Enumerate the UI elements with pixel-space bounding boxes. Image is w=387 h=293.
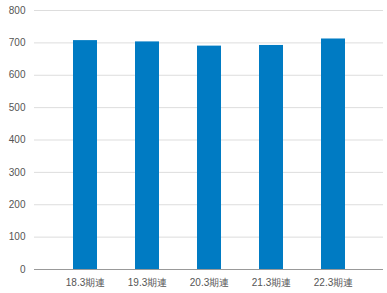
svg-text:20.3期連: 20.3期連 <box>190 277 229 288</box>
svg-text:700: 700 <box>9 37 26 48</box>
svg-text:0: 0 <box>20 264 26 275</box>
svg-text:200: 200 <box>9 199 26 210</box>
svg-text:18.3期連: 18.3期連 <box>66 277 105 288</box>
svg-text:300: 300 <box>9 167 26 178</box>
svg-text:19.3期連: 19.3期連 <box>128 277 167 288</box>
svg-text:21.3期連: 21.3期連 <box>252 277 291 288</box>
svg-text:100: 100 <box>9 231 26 242</box>
svg-text:400: 400 <box>9 134 26 145</box>
svg-text:600: 600 <box>9 69 26 80</box>
svg-text:800: 800 <box>9 5 26 16</box>
svg-text:500: 500 <box>9 102 26 113</box>
svg-text:22.3期連: 22.3期連 <box>314 277 353 288</box>
